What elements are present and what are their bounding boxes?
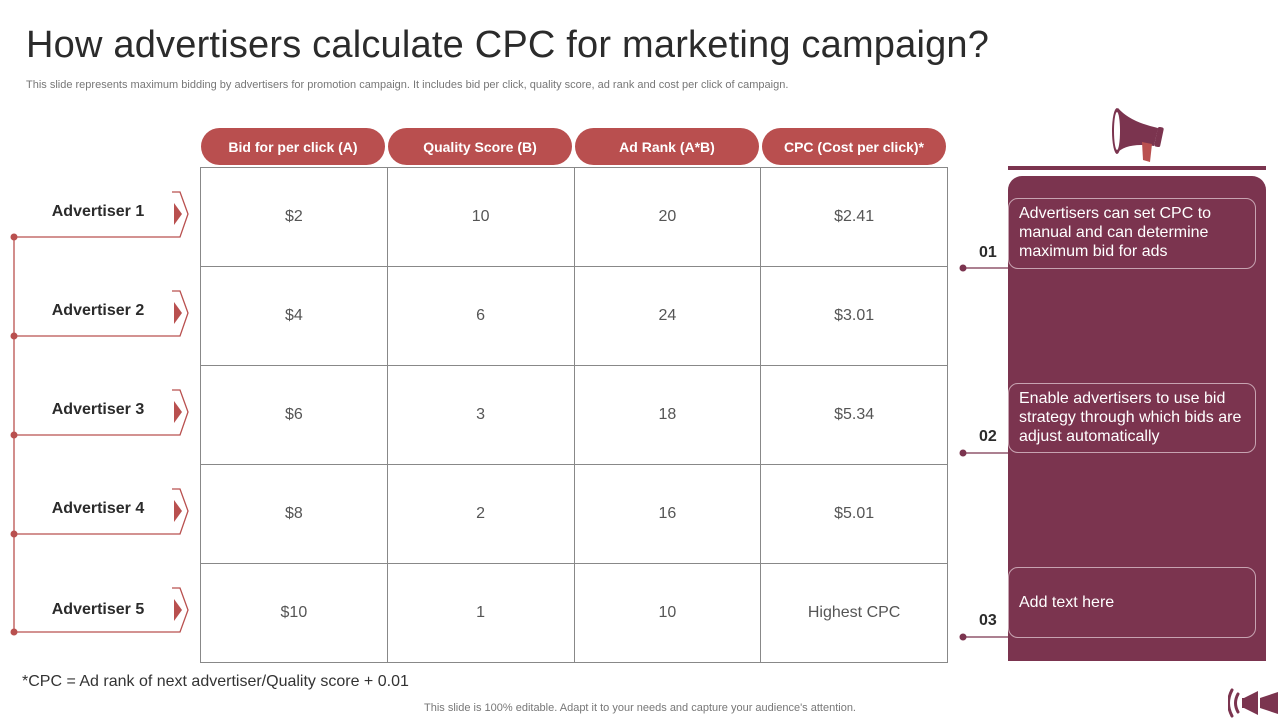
cell-cpc: $5.01 [760,464,948,564]
point-number-2: 02 [979,428,997,445]
point-number-1: 01 [979,244,997,261]
cell-cpc: $2.41 [760,167,948,267]
table-row: $4 6 24 $3.01 [200,266,948,366]
advertiser-connector-lines [10,191,189,636]
cell-bid: $8 [200,464,388,564]
cell-cpc: $3.01 [760,266,948,366]
column-header-cpc: CPC (Cost per click)* [762,128,946,165]
point-text-1: Advertisers can set CPC to manual and ca… [1008,198,1256,269]
cell-quality: 10 [386,167,575,267]
advertiser-label-5: Advertiser 5 [51,601,145,618]
cpc-formula-footnote: *CPC = Ad rank of next advertiser/Qualit… [22,673,409,690]
info-panel [1008,176,1266,661]
column-header-quality-score: Quality Score (B) [388,128,572,165]
column-header-bid: Bid for per click (A) [201,128,385,165]
page-subtitle: This slide represents maximum bidding by… [26,79,789,91]
cell-cpc: $5.34 [760,365,948,465]
point-text-2: Enable advertisers to use bid strategy t… [1008,383,1256,453]
point-number-3: 03 [979,612,997,629]
cell-quality: 1 [386,563,575,663]
table-row: $8 2 16 $5.01 [200,464,948,564]
point-text-3: Add text here [1008,567,1256,638]
table-row: $6 3 18 $5.34 [200,365,948,465]
cpc-table: $2 10 20 $2.41 $4 6 24 $3.01 $6 3 18 $5.… [200,167,948,663]
cell-quality: 3 [386,365,575,465]
footer-note: This slide is 100% editable. Adapt it to… [424,702,856,714]
cell-cpc: Highest CPC [760,563,948,663]
cell-bid: $2 [200,167,388,267]
cell-rank: 16 [573,464,762,564]
point-connectors [959,264,1010,641]
cell-quality: 2 [386,464,575,564]
column-header-ad-rank: Ad Rank (A*B) [575,128,759,165]
cell-rank: 20 [573,167,762,267]
cell-bid: $6 [200,365,388,465]
page-title: How advertisers calculate CPC for market… [26,24,990,66]
table-row: $2 10 20 $2.41 [200,167,948,267]
cell-rank: 24 [573,266,762,366]
cell-rank: 10 [573,563,762,663]
megaphone-icon [1112,108,1164,162]
advertiser-label-3: Advertiser 3 [51,401,145,418]
megaphone-logo-icon [1228,688,1278,718]
cell-bid: $10 [200,563,388,663]
cell-quality: 6 [386,266,575,366]
cell-bid: $4 [200,266,388,366]
advertiser-label-1: Advertiser 1 [51,203,145,220]
panel-top-bar [1008,166,1266,170]
advertiser-label-4: Advertiser 4 [51,500,145,517]
advertiser-label-2: Advertiser 2 [51,302,145,319]
table-row: $10 1 10 Highest CPC [200,563,948,663]
cell-rank: 18 [573,365,762,465]
